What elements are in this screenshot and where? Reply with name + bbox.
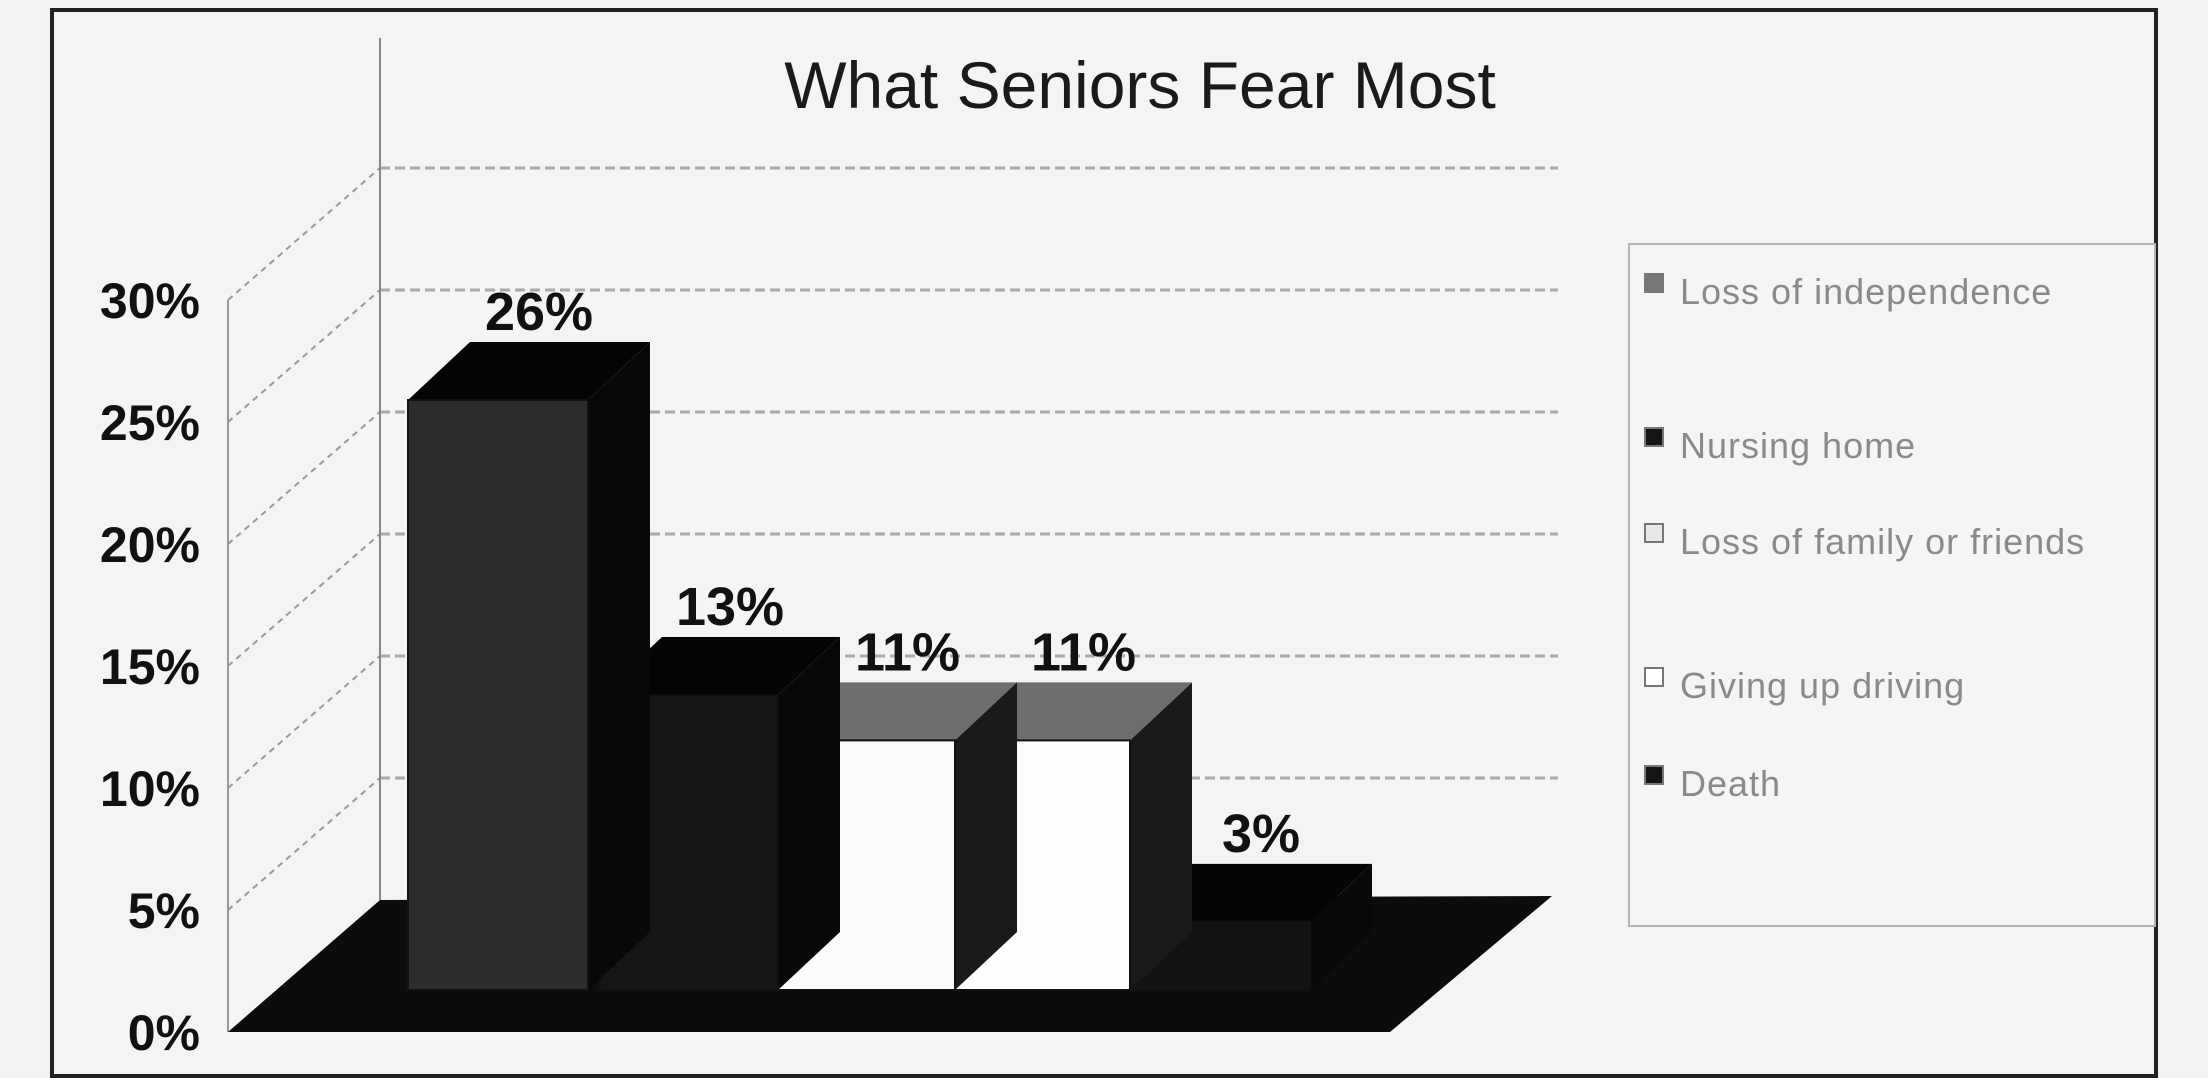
y-tick-label: 10% [100, 761, 200, 817]
legend-swatch [1644, 427, 1664, 447]
data-label: 13% [676, 577, 784, 637]
legend-label: Giving up driving [1680, 665, 1966, 706]
gridline-depth [227, 655, 381, 789]
bar-side [588, 342, 650, 990]
bar-top [600, 637, 840, 696]
y-tick-label: 30% [100, 273, 200, 329]
legend-label: Death [1680, 763, 1782, 804]
legend-label: Loss of family or friends [1680, 521, 2086, 562]
legend-swatch [1644, 765, 1664, 785]
bar-top [408, 342, 650, 401]
y-tick-label: 20% [100, 517, 200, 573]
gridline-depth [227, 411, 381, 545]
bar-1 [407, 342, 650, 991]
gridline-depth [227, 533, 381, 667]
data-label: 26% [485, 282, 593, 342]
legend-swatch [1644, 667, 1664, 687]
data-label: 11% [855, 622, 960, 682]
legend-label: Loss of independence [1680, 271, 2053, 312]
y-tick-label: 25% [100, 395, 200, 451]
bar-front [407, 399, 589, 991]
bar-side [955, 682, 1017, 990]
gridline-depth [227, 289, 381, 423]
y-tick-label: 5% [128, 883, 200, 939]
data-label: 11% [1031, 622, 1136, 682]
legend-label: Nursing home [1680, 425, 1917, 466]
bar-side [778, 637, 840, 990]
data-label: 3% [1222, 804, 1300, 864]
legend-swatch [1644, 523, 1664, 543]
bar-3 [777, 682, 1017, 991]
bar-side [1130, 682, 1192, 990]
legend-swatch [1644, 273, 1664, 293]
gridline-depth [227, 167, 381, 301]
gridline-depth [227, 777, 381, 911]
chart-title: What Seniors Fear Most [784, 48, 1496, 122]
y-tick-label: 0% [128, 1005, 200, 1061]
y-tick-label: 15% [100, 639, 200, 695]
chart-legend: Loss of independence Nursing home Loss of … [1628, 243, 2156, 927]
bar-side [1310, 863, 1372, 990]
